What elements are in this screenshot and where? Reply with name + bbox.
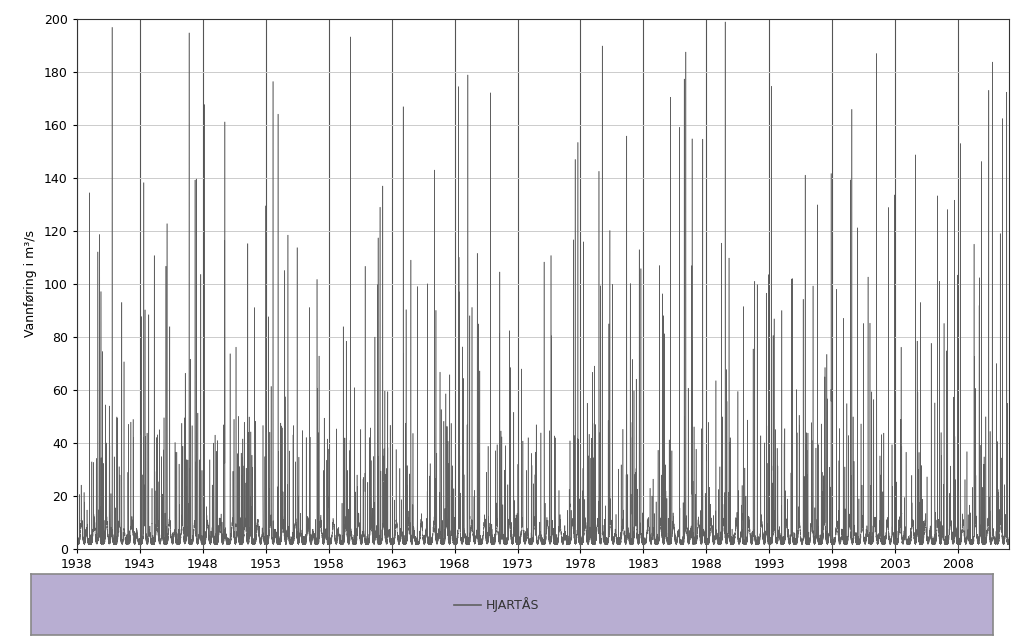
Text: HJARTÅS: HJARTÅS xyxy=(486,597,540,612)
Y-axis label: Vannføring i m³/s: Vannføring i m³/s xyxy=(24,230,37,338)
